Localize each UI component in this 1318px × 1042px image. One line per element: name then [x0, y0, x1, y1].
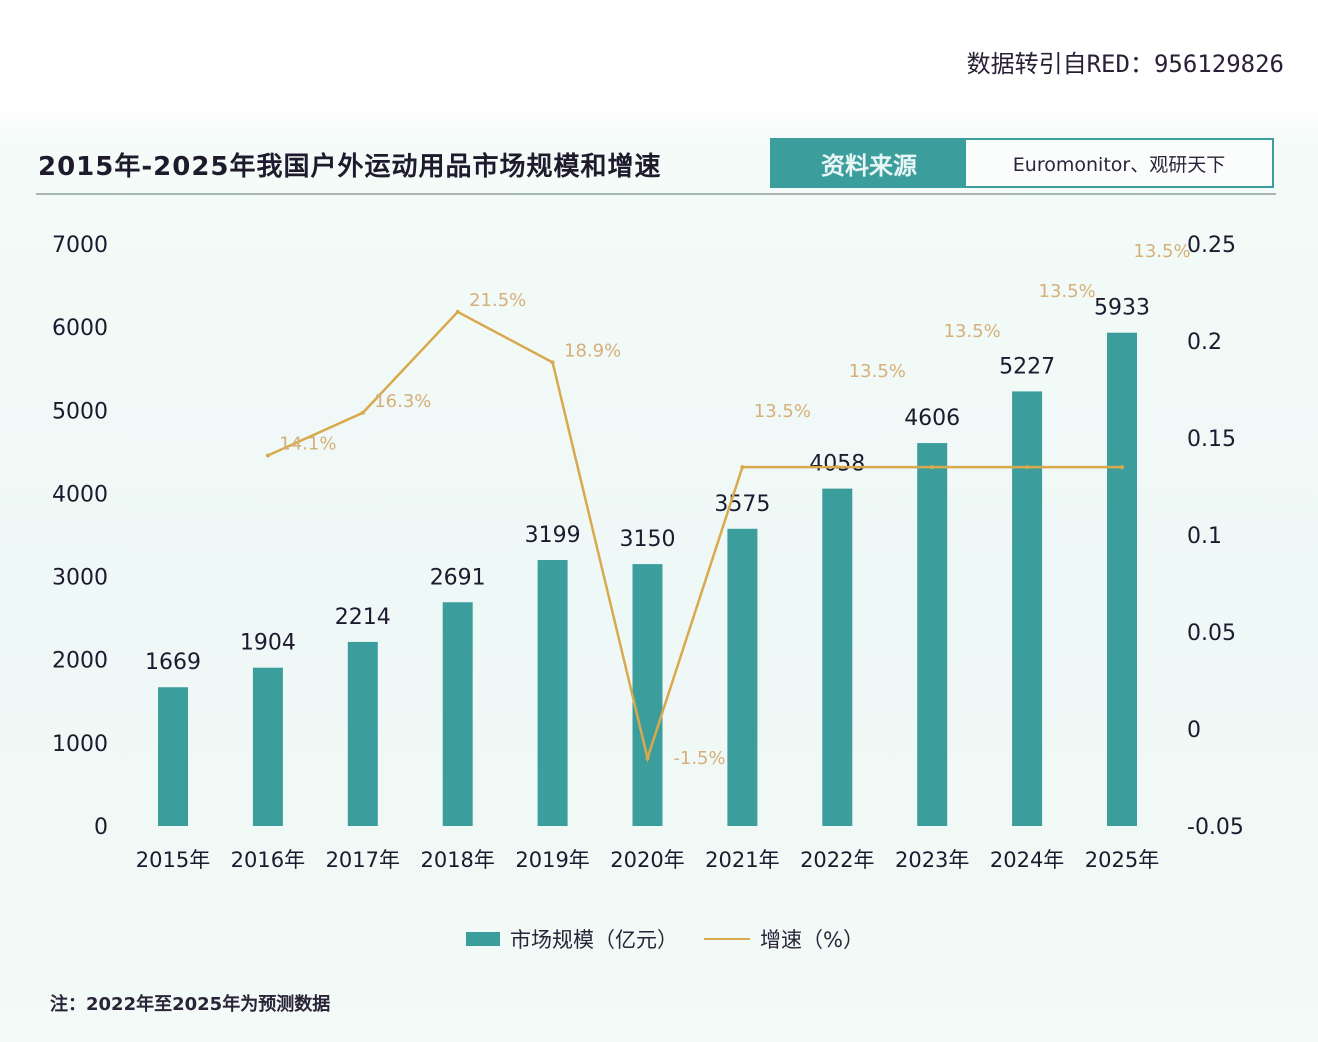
x-tick: 2016年	[231, 848, 305, 872]
y-left-tick: 6000	[52, 316, 108, 341]
line-label: 21.5%	[469, 290, 526, 311]
bar-label: 3199	[525, 523, 581, 548]
line-label: -1.5%	[673, 748, 725, 769]
x-tick: 2019年	[515, 848, 589, 872]
line-label: 16.3%	[374, 391, 431, 412]
y-left-tick: 5000	[52, 399, 108, 424]
line-point	[360, 410, 365, 415]
line-label: 18.9%	[564, 340, 621, 361]
line-label: 13.5%	[1133, 241, 1190, 262]
y-left-tick: 4000	[52, 482, 108, 507]
y-right-tick: 0.1	[1187, 524, 1222, 549]
source-label: 资料来源	[772, 140, 966, 186]
legend-bar-label: 市场规模（亿元）	[510, 928, 678, 952]
y-right-tick: -0.05	[1187, 815, 1244, 840]
line-label: 13.5%	[754, 401, 811, 422]
y-right-tick: 0	[1187, 718, 1201, 743]
line-label: 13.5%	[944, 321, 1001, 342]
legend-line-swatch	[704, 938, 750, 940]
bar	[917, 443, 948, 826]
legend-line-label: 增速（%）	[760, 928, 864, 952]
y-left-tick: 0	[94, 815, 108, 840]
bar	[822, 488, 853, 826]
chart-title: 2015年-2025年我国户外运动用品市场规模和增速	[38, 152, 662, 182]
bar-label: 2214	[335, 605, 391, 630]
line-point	[265, 453, 270, 458]
watermark: 数据转引自RED：956129826	[966, 50, 1284, 78]
line-point	[1120, 465, 1124, 470]
line-point	[1025, 465, 1030, 470]
x-tick: 2024年	[990, 848, 1064, 872]
bar	[632, 564, 663, 826]
x-tick: 2015年	[136, 848, 210, 872]
x-tick: 2020年	[610, 848, 684, 872]
bar	[442, 602, 473, 826]
source-value: Euromonitor、观研天下	[966, 140, 1272, 186]
title-divider	[36, 193, 1276, 195]
bar-label: 3575	[714, 492, 770, 517]
bar	[347, 641, 378, 826]
line-point	[835, 465, 840, 470]
line-label: 14.1%	[279, 433, 336, 454]
line-point	[740, 465, 745, 470]
bar-label: 4058	[809, 452, 865, 477]
bar-label: 5227	[999, 354, 1055, 379]
y-right-tick: 0.25	[1187, 233, 1236, 258]
footnote: 注：2022年至2025年为预测数据	[50, 994, 331, 1015]
bar	[1107, 332, 1137, 826]
growth-line	[267, 310, 1122, 763]
bar-label: 1904	[240, 631, 296, 656]
line-point	[645, 756, 650, 761]
line-point	[455, 309, 460, 314]
legend: 市场规模（亿元） 增速（%）	[466, 924, 864, 954]
bar-label: 2691	[430, 565, 486, 590]
y-left-tick: 3000	[52, 566, 108, 591]
line-label: 13.5%	[1039, 281, 1096, 302]
x-tick: 2025年	[1085, 848, 1159, 872]
line-point	[550, 360, 555, 365]
x-tick: 2022年	[800, 848, 874, 872]
x-tick: 2017年	[326, 848, 400, 872]
bar-label: 5933	[1094, 296, 1150, 321]
bar-label: 1669	[145, 650, 201, 675]
line-label: 13.5%	[849, 361, 906, 382]
y-right-tick: 0.05	[1187, 621, 1236, 646]
y-left-tick: 7000	[52, 233, 108, 258]
x-tick: 2018年	[420, 848, 494, 872]
bar-label: 4606	[904, 406, 960, 431]
y-left-tick: 1000	[52, 732, 108, 757]
legend-bar-swatch	[466, 932, 500, 946]
bar-label: 3150	[620, 527, 676, 552]
bar	[252, 667, 283, 826]
line-point	[930, 465, 935, 470]
x-tick: 2021年	[705, 848, 779, 872]
y-left-tick: 2000	[52, 649, 108, 674]
bar	[727, 528, 758, 826]
bar	[537, 560, 568, 826]
y-right-tick: 0.15	[1187, 427, 1236, 452]
source-box: 资料来源 Euromonitor、观研天下	[770, 138, 1274, 188]
y-right-tick: 0.2	[1187, 330, 1222, 355]
x-tick: 2023年	[895, 848, 969, 872]
bar	[158, 687, 188, 826]
bar	[1012, 391, 1043, 826]
